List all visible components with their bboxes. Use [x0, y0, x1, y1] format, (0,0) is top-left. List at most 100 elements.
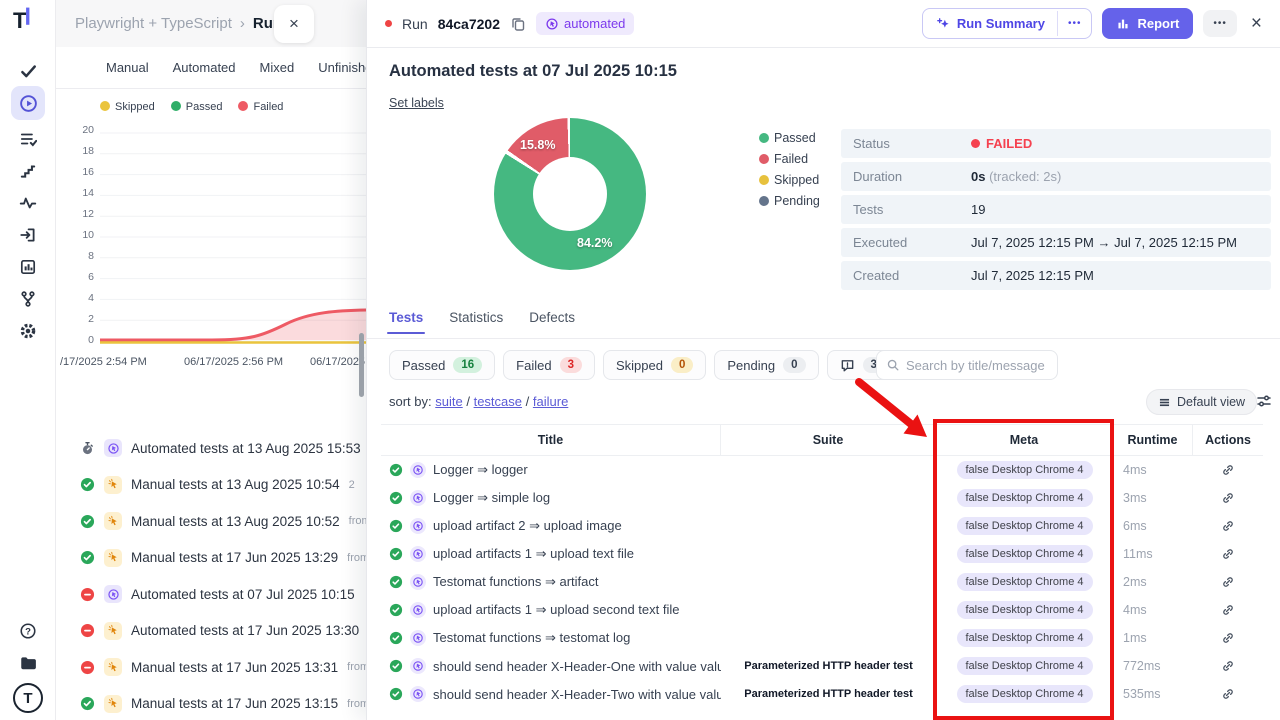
- link-icon: [1221, 463, 1235, 477]
- run-summary-split-button: Run Summary •••: [921, 8, 1093, 39]
- link-icon: [1221, 659, 1235, 673]
- breadcrumb-project[interactable]: Playwright + TypeScript: [75, 15, 232, 32]
- run-list-item[interactable]: Automated tests at 07 Jul 2025 10:15: [56, 576, 366, 613]
- tab-unfinished[interactable]: Unfinished: [318, 60, 366, 75]
- column-runtime[interactable]: Runtime: [1113, 425, 1193, 455]
- run-list-item[interactable]: Manual tests at 17 Jun 2025 13:31 from: [56, 649, 366, 686]
- failed-status-icon: [80, 623, 95, 638]
- sidebar-item-pulse[interactable]: [0, 194, 56, 212]
- table-row[interactable]: upload artifacts 1 ⇒ upload text file fa…: [381, 540, 1263, 568]
- app-logo[interactable]: T▎: [13, 8, 38, 33]
- sidebar-item-settings[interactable]: [0, 322, 56, 340]
- sidebar-item-tests[interactable]: [0, 62, 56, 80]
- automated-test-icon: [410, 686, 426, 702]
- table-row[interactable]: should send header X-Header-Two with val…: [381, 680, 1263, 708]
- list-view-icon: [1158, 396, 1171, 409]
- play-circle-icon: [19, 94, 38, 113]
- meta-badge: false Desktop Chrome 4: [956, 489, 1093, 507]
- pending-legend-dot: [759, 196, 769, 206]
- table-row[interactable]: should send header X-Header-One with val…: [381, 652, 1263, 680]
- search-icon: [886, 358, 900, 372]
- run-type-tabs: Manual Automated Mixed Unfinished: [56, 47, 366, 89]
- tab-manual[interactable]: Manual: [106, 60, 149, 75]
- artifact-link-button[interactable]: [1193, 491, 1263, 505]
- run-summary-more-button[interactable]: •••: [1056, 11, 1092, 36]
- search-input[interactable]: [906, 357, 1048, 373]
- sidebar-item-import[interactable]: [0, 226, 56, 244]
- sort-by-failure-link[interactable]: failure: [532, 394, 569, 409]
- artifact-link-button[interactable]: [1193, 687, 1263, 701]
- sidebar-item-analytics[interactable]: [0, 258, 56, 276]
- table-row[interactable]: upload artifacts 1 ⇒ upload second text …: [381, 596, 1263, 624]
- gear-icon: [19, 322, 37, 340]
- column-title[interactable]: Title: [381, 425, 721, 455]
- sidebar-item-test-plans[interactable]: [0, 130, 56, 148]
- table-row[interactable]: Testomat functions ⇒ testomat log false …: [381, 624, 1263, 652]
- trend-chart: [100, 132, 366, 344]
- column-suite[interactable]: Suite: [721, 425, 936, 455]
- filter-pending-button[interactable]: Pending 0: [714, 350, 819, 380]
- passed-status-icon: [389, 659, 403, 673]
- run-list-item[interactable]: Manual tests at 17 Jun 2025 13:29 from: [56, 540, 366, 577]
- manual-run-icon: [104, 548, 122, 567]
- artifact-link-button[interactable]: [1193, 519, 1263, 533]
- run-title: Automated tests at 07 Jul 2025 10:15: [389, 62, 677, 80]
- status-filters: Passed 16 Failed 3 Skipped 0 Pending 0 3: [389, 350, 898, 380]
- table-row[interactable]: Logger ⇒ logger false Desktop Chrome 4 4…: [381, 456, 1263, 484]
- report-button[interactable]: Report: [1102, 8, 1194, 39]
- run-summary-button[interactable]: Run Summary: [923, 9, 1057, 38]
- run-list-item[interactable]: Automated tests at 17 Jun 2025 13:30: [56, 613, 366, 650]
- filter-failed-button[interactable]: Failed 3: [503, 350, 595, 380]
- table-row[interactable]: Logger ⇒ simple log false Desktop Chrome…: [381, 484, 1263, 512]
- sidebar-item-milestones[interactable]: [0, 162, 56, 180]
- artifact-link-button[interactable]: [1193, 547, 1263, 561]
- tab-statistics[interactable]: Statistics: [449, 310, 504, 325]
- table-row[interactable]: upload artifact 2 ⇒ upload image false D…: [381, 512, 1263, 540]
- passed-status-icon: [389, 631, 403, 645]
- projects-button[interactable]: [0, 654, 56, 672]
- pulse-icon: [19, 194, 37, 212]
- artifact-link-button[interactable]: [1193, 659, 1263, 673]
- scrollbar-thumb[interactable]: [359, 333, 364, 397]
- sliders-icon: [1256, 393, 1272, 409]
- filter-passed-button[interactable]: Passed 16: [389, 350, 496, 380]
- failed-percent-label: 15.8%: [520, 138, 556, 152]
- run-list-item[interactable]: Automated tests at 13 Aug 2025 15:53: [56, 430, 366, 467]
- set-labels-link[interactable]: Set labels: [389, 96, 444, 110]
- close-runs-tab-button[interactable]: ×: [274, 5, 314, 43]
- sidebar-item-branches[interactable]: [0, 290, 56, 308]
- close-run-detail-button[interactable]: ×: [1250, 12, 1262, 34]
- default-view-button[interactable]: Default view: [1146, 389, 1258, 415]
- artifact-link-button[interactable]: [1193, 463, 1263, 477]
- tab-automated[interactable]: Automated: [172, 60, 236, 75]
- profile-avatar[interactable]: T: [13, 683, 43, 713]
- artifact-link-button[interactable]: [1193, 631, 1263, 645]
- sort-by-suite-link[interactable]: suite: [435, 394, 463, 409]
- manual-run-icon: [104, 621, 122, 640]
- chart-box-icon: [19, 258, 37, 276]
- copy-run-id-button[interactable]: [510, 16, 526, 32]
- tab-defects[interactable]: Defects: [529, 310, 576, 325]
- sparkle-icon: [935, 16, 950, 31]
- run-list-item[interactable]: Manual tests at 13 Aug 2025 10:52 from: [56, 503, 366, 540]
- automated-badge: automated: [535, 12, 635, 35]
- sidebar-item-runs-active[interactable]: [11, 86, 45, 120]
- column-actions[interactable]: Actions: [1205, 433, 1251, 447]
- more-actions-button[interactable]: •••: [1203, 10, 1237, 37]
- skipped-legend-dot: [100, 101, 110, 111]
- tab-tests[interactable]: Tests: [386, 310, 426, 334]
- sort-by-testcase-link[interactable]: testcase: [473, 394, 523, 409]
- table-row[interactable]: Testomat functions ⇒ artifact false Desk…: [381, 568, 1263, 596]
- detail-tabs: Tests Statistics Defects: [386, 310, 576, 334]
- view-settings-button[interactable]: [1256, 393, 1272, 414]
- column-meta[interactable]: Meta: [936, 425, 1113, 455]
- help-button[interactable]: [0, 622, 56, 640]
- run-list-item[interactable]: Manual tests at 17 Jun 2025 13:15 from: [56, 686, 366, 720]
- artifact-link-button[interactable]: [1193, 575, 1263, 589]
- filter-skipped-button[interactable]: Skipped 0: [603, 350, 707, 380]
- passed-status-icon: [80, 477, 95, 492]
- run-list-item[interactable]: Manual tests at 13 Aug 2025 10:54 2: [56, 467, 366, 504]
- tab-mixed[interactable]: Mixed: [259, 60, 295, 75]
- automated-test-icon: [410, 630, 426, 646]
- artifact-link-button[interactable]: [1193, 603, 1263, 617]
